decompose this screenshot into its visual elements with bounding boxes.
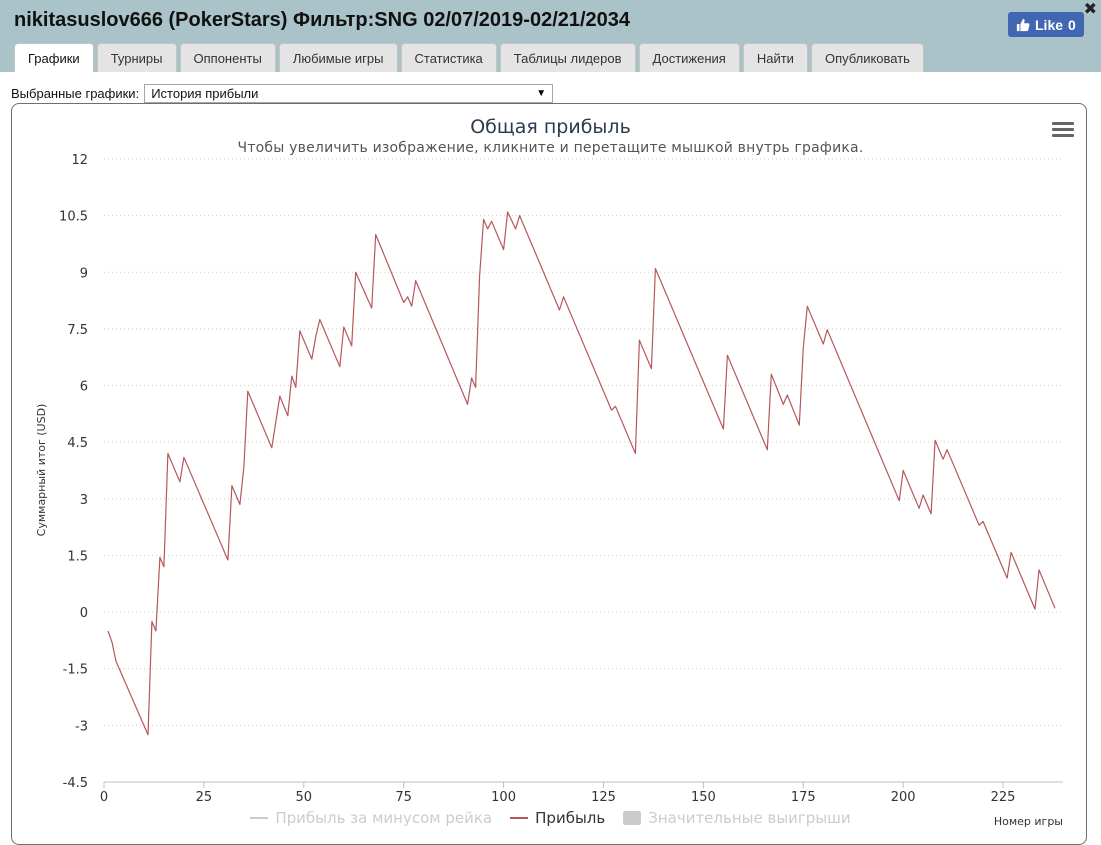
close-icon[interactable]: ✖ bbox=[1083, 1, 1097, 18]
tab-opponents[interactable]: Оппоненты bbox=[179, 43, 276, 72]
y-tick-label: 7.5 bbox=[67, 323, 88, 338]
x-tick-label: 50 bbox=[296, 790, 313, 805]
chart-legend: Прибыль за минусом рейка Прибыль Значите… bbox=[0, 809, 1101, 827]
x-tick-label: 150 bbox=[691, 790, 716, 805]
y-tick-label: 0 bbox=[80, 606, 88, 621]
chart-subtitle: Чтобы увеличить изображение, кликните и … bbox=[237, 140, 864, 156]
x-tick-label: 75 bbox=[395, 790, 412, 805]
y-tick-label: 4.5 bbox=[67, 436, 88, 451]
like-label: Like bbox=[1035, 16, 1064, 33]
chart-title: Общая прибыль bbox=[470, 116, 631, 138]
series-line-profit[interactable] bbox=[107, 211, 1056, 736]
tab-charts[interactable]: Графики bbox=[14, 43, 94, 72]
y-tick-label: 3 bbox=[80, 493, 88, 508]
legend-label: Прибыль bbox=[535, 809, 606, 827]
y-tick-label: -1.5 bbox=[63, 663, 88, 678]
facebook-like-button[interactable]: Like 0 bbox=[1008, 12, 1084, 37]
y-tick-label: -4.5 bbox=[63, 776, 88, 791]
legend-item-big-wins[interactable]: Значительные выигрыши bbox=[623, 809, 851, 827]
y-axis-title: Суммарный итог (USD) bbox=[35, 404, 48, 537]
tab-publish[interactable]: Опубликовать bbox=[810, 43, 924, 72]
tab-statistics[interactable]: Статистика bbox=[400, 43, 497, 72]
chart-select[interactable]: История прибыли ▼ bbox=[144, 84, 554, 103]
thumbs-up-icon bbox=[1016, 18, 1030, 31]
legend-box-marker bbox=[623, 811, 642, 825]
y-tick-label: 10.5 bbox=[59, 210, 88, 225]
y-tick-label: 1.5 bbox=[67, 549, 88, 564]
page-title: nikitasuslov666 (PokerStars) Фильтр:SNG … bbox=[14, 9, 631, 31]
chart-selector-label: Выбранные графики: bbox=[11, 86, 140, 101]
x-tick-label: 25 bbox=[196, 790, 213, 805]
dropdown-arrow-icon: ▼ bbox=[536, 88, 547, 99]
y-tick-label: 9 bbox=[80, 266, 88, 281]
tab-achievements[interactable]: Достижения bbox=[638, 43, 740, 72]
x-tick-label: 225 bbox=[991, 790, 1016, 805]
x-tick-label: 125 bbox=[591, 790, 616, 805]
x-tick-label: 175 bbox=[791, 790, 816, 805]
x-tick-label: 100 bbox=[491, 790, 516, 805]
x-tick-label: 0 bbox=[100, 790, 108, 805]
tab-tournaments[interactable]: Турниры bbox=[96, 43, 177, 72]
like-count: 0 bbox=[1068, 16, 1076, 33]
series-layer bbox=[107, 211, 1056, 736]
tab-leaderboards[interactable]: Таблицы лидеров bbox=[499, 43, 636, 72]
tab-bar: Графики Турниры Оппоненты Любимые игры С… bbox=[14, 43, 924, 72]
legend-label: Прибыль за минусом рейка bbox=[275, 809, 493, 827]
legend-line-marker bbox=[250, 817, 269, 819]
legend-line-marker bbox=[510, 817, 529, 819]
y-axis: -4.5 -3 -1.5 0 1.5 3 4.5 6 7.5 9 10.5 12 bbox=[59, 153, 88, 791]
y-tick-label: 12 bbox=[71, 153, 88, 168]
x-axis-title: Номер игры bbox=[994, 815, 1063, 828]
tab-favorite-games[interactable]: Любимые игры bbox=[278, 43, 398, 72]
legend-item-net-profit[interactable]: Прибыль за минусом рейка bbox=[250, 809, 492, 827]
grid-lines bbox=[104, 158, 1063, 726]
x-tick-label: 200 bbox=[891, 790, 916, 805]
chart-menu-icon[interactable] bbox=[1052, 122, 1074, 138]
chart-container[interactable] bbox=[11, 103, 1087, 845]
legend-label: Значительные выигрыши bbox=[648, 809, 851, 827]
legend-item-profit[interactable]: Прибыль bbox=[510, 809, 605, 827]
y-tick-label: -3 bbox=[75, 719, 88, 734]
chart-selector-row: Выбранные графики: История прибыли ▼ bbox=[11, 84, 554, 103]
y-tick-label: 6 bbox=[80, 380, 88, 395]
tab-find[interactable]: Найти bbox=[742, 43, 808, 72]
chart-select-value: История прибыли bbox=[151, 86, 259, 101]
x-axis: 0 25 50 75 100 125 150 175 200 225 bbox=[100, 781, 1063, 805]
